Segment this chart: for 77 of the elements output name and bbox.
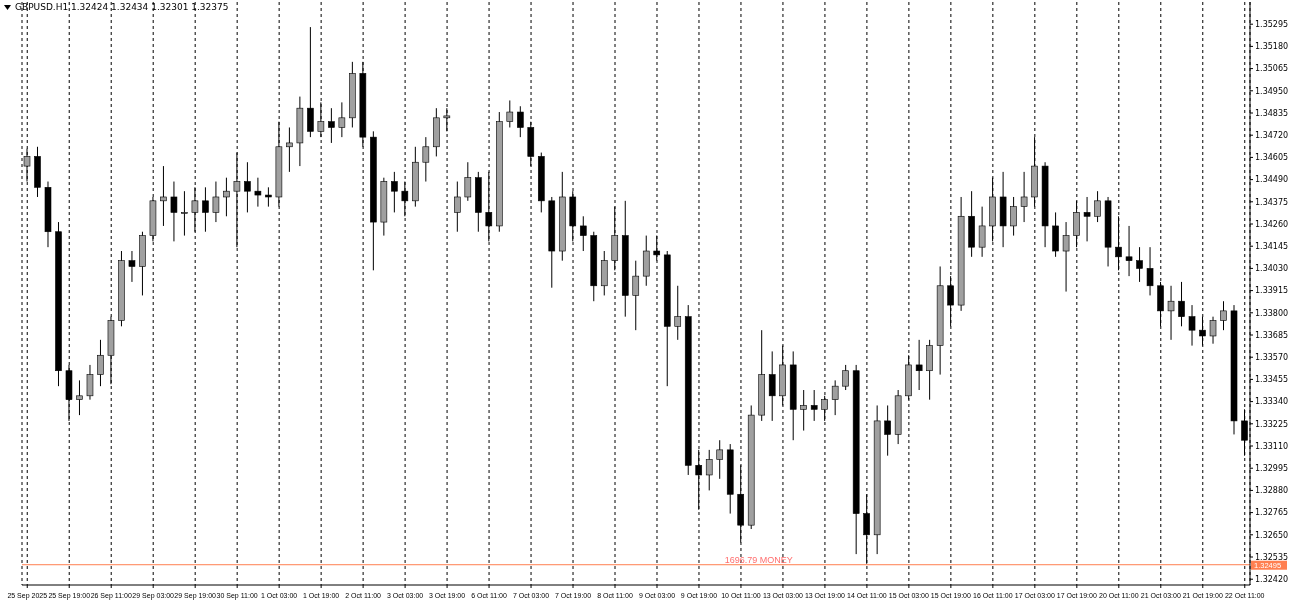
candlestick	[1083, 196, 1091, 242]
y-tick-label: 1.35065	[1255, 64, 1289, 74]
candlestick	[579, 215, 587, 252]
candlestick	[506, 99, 514, 128]
y-tick-label: 1.34030	[1255, 264, 1289, 274]
y-tick-label: 1.32995	[1255, 464, 1289, 474]
y-tick-label: 1.35295	[1255, 20, 1289, 30]
candlestick	[1209, 316, 1217, 345]
y-tick-label: 1.33915	[1255, 286, 1289, 296]
y-tick-label: 1.34835	[1255, 108, 1289, 118]
y-tick-label: 1.32880	[1255, 486, 1289, 496]
candlestick	[422, 136, 430, 183]
candlestick	[1136, 246, 1143, 283]
y-tick-label: 1.34720	[1255, 131, 1289, 141]
candlestick	[632, 260, 640, 331]
candlestick	[181, 190, 188, 237]
y-tick-label: 1.34605	[1255, 153, 1289, 163]
y-tick-label: 1.34375	[1255, 197, 1289, 207]
candlestick	[286, 126, 293, 173]
candlestick	[978, 206, 986, 258]
candlestick	[517, 105, 524, 138]
y-tick-label: 1.33455	[1255, 375, 1289, 385]
y-tick-label: 1.34950	[1255, 86, 1289, 96]
chart-title: GBPUSD.H1 1.32424 1.32434 1.32301 1.32375	[15, 2, 229, 12]
y-tick-label: 1.34145	[1255, 242, 1289, 252]
candlestick	[254, 177, 262, 208]
y-tick-label: 1.33340	[1255, 397, 1289, 407]
candlestick	[1094, 190, 1101, 223]
y-tick-label: 1.32535	[1255, 552, 1289, 562]
candlestick	[810, 389, 818, 422]
candlestick	[391, 171, 398, 213]
y-tick-label: 1.33110	[1255, 441, 1289, 451]
candlestick	[1010, 196, 1017, 237]
candlestick	[1146, 246, 1154, 296]
candlestick	[307, 26, 314, 138]
candlestick	[212, 181, 220, 223]
candlestick	[244, 161, 251, 213]
candlestick	[454, 181, 461, 233]
candlestick	[97, 339, 104, 387]
y-tick-label: 1.33570	[1255, 353, 1289, 363]
candlestick	[160, 165, 167, 227]
candlestick	[831, 379, 839, 416]
y-tick-label: 1.33225	[1255, 419, 1289, 429]
candlestick	[1220, 300, 1227, 331]
candlestick	[1167, 285, 1175, 341]
candlestick	[884, 404, 891, 457]
candlestick	[464, 161, 472, 202]
candlestick	[223, 177, 230, 217]
candlestick	[800, 389, 807, 432]
y-tick-label: 1.32420	[1255, 575, 1289, 585]
candlestick	[86, 364, 94, 401]
candlestick	[265, 186, 272, 208]
candlestick	[202, 186, 209, 233]
candlestick	[338, 101, 346, 138]
candlestick	[674, 285, 682, 341]
y-tick-label: 1.32650	[1255, 530, 1289, 540]
candlestick	[915, 339, 923, 391]
candlestick	[1125, 225, 1133, 277]
candlestick	[705, 449, 713, 491]
candlestick	[128, 250, 136, 283]
candlestick	[1020, 171, 1028, 223]
candlestick	[1178, 281, 1185, 327]
y-tick-label: 1.33685	[1255, 330, 1289, 340]
candlestick	[328, 107, 335, 144]
ref-line-label: 1696.79 MONEY	[724, 554, 793, 565]
candlestick	[716, 439, 724, 480]
candlestick	[76, 379, 83, 416]
candlestick	[768, 350, 776, 422]
y-tick-label: 1.33800	[1255, 308, 1289, 318]
y-tick-label: 1.34260	[1255, 219, 1289, 229]
y-tick-label: 1.34490	[1255, 175, 1289, 185]
candlestick	[842, 364, 849, 391]
candlestick	[1062, 221, 1070, 293]
y-tick-label: 1.35180	[1255, 42, 1289, 52]
y-tick-label: 1.32765	[1255, 508, 1289, 518]
candlestick	[1188, 304, 1196, 347]
candlestick	[170, 181, 178, 242]
